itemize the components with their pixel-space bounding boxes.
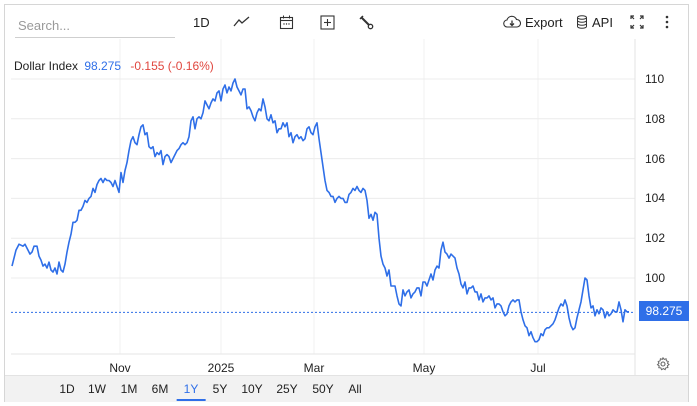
chart-type-button[interactable] (233, 12, 251, 32)
line-chart-icon (233, 15, 251, 29)
interval-label: 1D (193, 14, 210, 30)
x-tick-label: Mar (303, 361, 325, 375)
range-button-50y[interactable]: 50Y (312, 382, 334, 396)
indicators-button[interactable] (359, 12, 374, 32)
export-label: Export (525, 14, 563, 30)
range-button-1d[interactable]: 1D (59, 382, 75, 396)
api-button[interactable]: API (576, 12, 613, 32)
range-selector: 1D 1W 1M 6M 1Y 5Y 10Y 25Y 50Y All (5, 375, 688, 402)
series-name: Dollar Index (14, 59, 79, 73)
search-input[interactable] (15, 14, 175, 38)
chart-area[interactable]: Dollar Index 98.275 -0.155 (-0.16%) 110 1… (5, 39, 690, 375)
x-tick-label: Jul (530, 361, 546, 375)
range-button-10y[interactable]: 10Y (241, 382, 263, 396)
range-button-1m[interactable]: 1M (120, 382, 138, 396)
range-button-6m[interactable]: 6M (151, 382, 169, 396)
price-plot[interactable] (5, 39, 690, 375)
chart-widget: 1D Export (4, 4, 689, 402)
cloud-download-icon (503, 15, 521, 29)
range-button-1y[interactable]: 1Y (176, 382, 206, 401)
calendar-icon (279, 15, 294, 30)
plus-square-icon (320, 14, 335, 30)
wrench-icon (359, 14, 374, 30)
x-tick-label: 2025 (207, 361, 235, 375)
vertical-ellipsis-icon (665, 15, 669, 29)
chart-legend: Dollar Index 98.275 -0.155 (-0.16%) (14, 59, 214, 73)
range-button-25y[interactable]: 25Y (276, 382, 298, 396)
range-button-all[interactable]: All (348, 382, 362, 396)
date-range-button[interactable] (279, 12, 294, 32)
series-last-value: 98.275 (84, 59, 122, 73)
gear-icon (656, 356, 670, 375)
fullscreen-button[interactable] (630, 12, 644, 32)
y-tick-label: 106 (645, 151, 666, 166)
current-price-tag: 98.275 (639, 301, 689, 321)
y-tick-label: 110 (645, 72, 665, 86)
range-button-5y[interactable]: 5Y (212, 382, 228, 396)
database-icon (576, 15, 588, 29)
compare-button[interactable] (320, 12, 335, 32)
x-tick-label: Nov (109, 361, 131, 375)
expand-icon (630, 15, 644, 29)
y-tick-label: 104 (645, 191, 666, 206)
export-button[interactable]: Export (503, 12, 563, 32)
chart-settings-button[interactable] (656, 356, 670, 376)
series-change: -0.155 (-0.16%) (130, 59, 214, 73)
x-tick-label: May (412, 361, 436, 375)
more-menu-button[interactable] (665, 12, 669, 32)
y-tick-label: 108 (645, 111, 666, 126)
toolbar: 1D Export (5, 5, 688, 39)
api-label: API (592, 14, 613, 30)
interval-button[interactable]: 1D (193, 12, 210, 32)
range-button-1w[interactable]: 1W (88, 382, 106, 396)
y-tick-label: 102 (645, 231, 666, 246)
y-tick-label: 100 (645, 271, 666, 285)
